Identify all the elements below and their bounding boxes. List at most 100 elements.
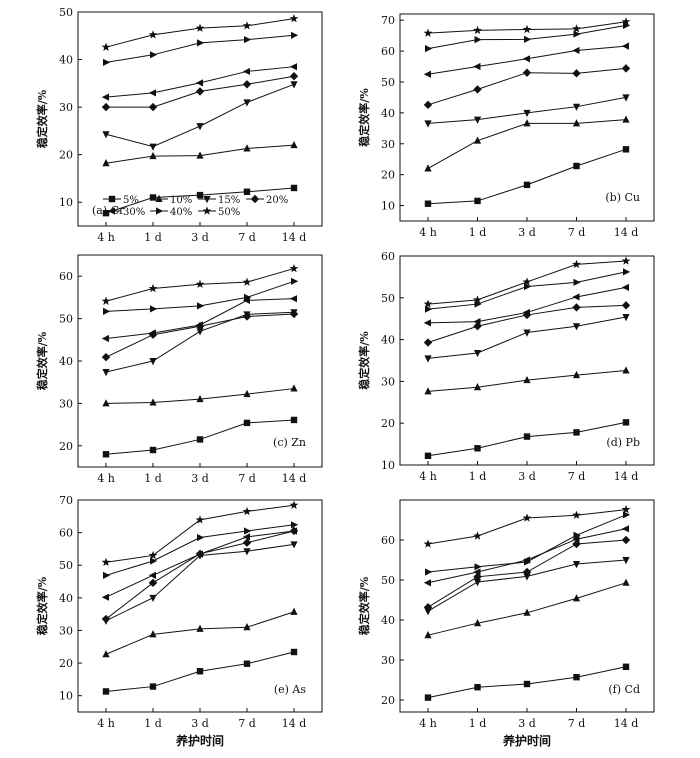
data-point [196, 394, 204, 403]
chart-panel-6: 20 30 40 50 60 4 h 1 d 3 d 7 d 14 d 稳定效率/% (f) Cd [357, 499, 655, 730]
series-5% [102, 648, 298, 695]
data-point [197, 302, 205, 310]
x-tick-label: 4 h [97, 717, 115, 730]
series-20% [423, 535, 631, 612]
y-tick-label: 50 [381, 76, 395, 89]
data-point [290, 416, 298, 424]
data-point [572, 323, 581, 331]
data-point [289, 63, 297, 71]
panel-label: (f) Cd [608, 683, 640, 696]
data-point [150, 51, 158, 59]
data-point [101, 93, 109, 101]
x-tick-label: 1 d [144, 717, 162, 730]
y-axis-title: 稳定效率/% [357, 331, 371, 390]
data-point [473, 85, 482, 94]
data-point [289, 309, 299, 319]
y-tick-label: 50 [59, 6, 73, 19]
data-point [523, 375, 531, 384]
data-point [425, 305, 433, 313]
series-40% [425, 21, 631, 53]
y-tick-label: 30 [59, 624, 73, 637]
data-point [148, 30, 158, 39]
data-point [289, 263, 299, 273]
legend-label: 5% [123, 195, 139, 206]
y-tick-label: 10 [59, 196, 73, 209]
data-point [195, 79, 203, 87]
legend-label: 50% [218, 207, 240, 218]
legend-label: 20% [266, 195, 288, 206]
data-point [244, 293, 252, 301]
data-point [196, 436, 204, 443]
data-point [102, 650, 110, 658]
y-tick-label: 20 [59, 657, 73, 670]
legend-item: 30% [103, 207, 145, 218]
data-point [195, 23, 205, 32]
series-50% [423, 256, 631, 308]
data-point [424, 200, 432, 207]
y-tick-label: 70 [59, 494, 73, 507]
data-point [242, 533, 250, 541]
series-15% [102, 81, 298, 151]
series-20% [423, 301, 631, 347]
x-tick-label: 4 h [419, 470, 437, 483]
data-point [243, 548, 251, 556]
data-point [572, 103, 581, 111]
y-tick-label: 40 [381, 107, 395, 120]
data-point [103, 571, 111, 579]
y-tick-label: 70 [381, 14, 395, 27]
series-5% [424, 419, 630, 460]
data-point [290, 607, 298, 615]
data-point [523, 181, 531, 189]
data-point [523, 680, 531, 688]
data-point [102, 688, 110, 695]
panel-label: (e) As [274, 683, 307, 696]
y-axis-title: 稳定效率/% [357, 88, 371, 147]
x-tick-label: 3 d [191, 717, 209, 730]
data-point [102, 369, 110, 377]
data-point [621, 64, 631, 73]
data-point [196, 668, 204, 675]
data-point [572, 561, 581, 569]
x-tick-label: 1 d [469, 470, 487, 483]
data-point [149, 358, 157, 366]
data-point [622, 314, 630, 322]
series-5% [424, 663, 630, 701]
data-point [148, 283, 158, 293]
data-point [622, 663, 630, 670]
y-axis-title: 稳定效率/% [35, 576, 49, 635]
series-50% [423, 505, 631, 548]
y-tick-label: 60 [381, 45, 395, 58]
data-point [242, 67, 250, 76]
series-10% [102, 384, 298, 407]
data-point [523, 329, 531, 337]
data-point [572, 535, 580, 543]
data-point [621, 17, 631, 26]
data-point [572, 46, 580, 55]
data-point [148, 550, 158, 560]
data-point [573, 162, 580, 170]
x-tick-label: 4 h [419, 717, 437, 730]
data-point [622, 115, 630, 123]
data-point [621, 256, 631, 265]
series-20% [101, 72, 299, 112]
y-tick-label: 40 [59, 592, 73, 605]
x-tick-label: 3 d [191, 472, 209, 485]
data-point [623, 511, 631, 519]
x-tick-label: 4 h [97, 472, 115, 485]
data-point [243, 188, 251, 195]
data-point [101, 352, 111, 362]
panel-label: (c) Zn [273, 436, 306, 449]
series-30% [101, 63, 297, 101]
legend-marker [250, 194, 260, 204]
data-point [424, 120, 432, 128]
series-line [427, 119, 627, 169]
data-point [523, 433, 531, 440]
data-point [102, 399, 110, 407]
series-40% [103, 521, 299, 579]
data-point [523, 109, 531, 118]
data-point [474, 36, 482, 44]
data-point [522, 68, 532, 77]
data-point [148, 89, 156, 97]
data-point [474, 684, 481, 691]
